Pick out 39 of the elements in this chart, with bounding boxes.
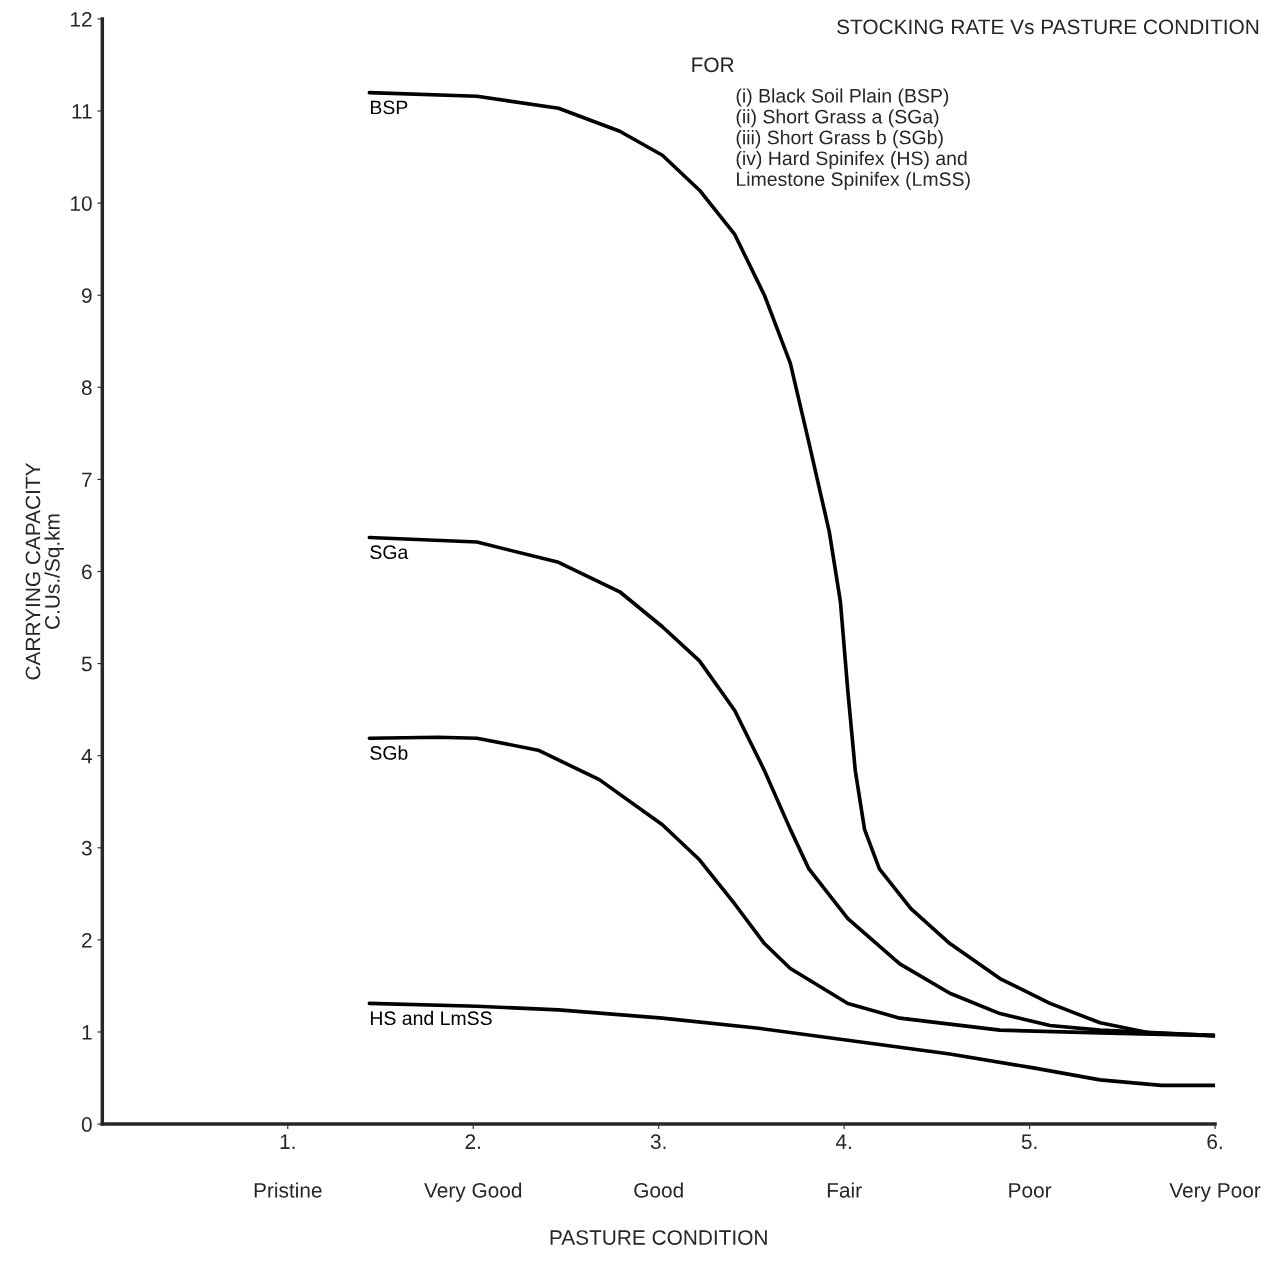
x-tick-label: 4.: [835, 1134, 851, 1149]
series-label: HS and LmSS: [370, 1010, 492, 1026]
y-axis-title: CARRYING CAPACITY C.Us./Sq.km: [25, 462, 64, 680]
annotation: (ii) Short Grass a (SGa): [736, 109, 939, 128]
text: Very Good: [424, 1182, 522, 1202]
line-series: [367, 1001, 1216, 1088]
y-tick-label: 12: [71, 11, 92, 27]
y-tick-label: 11: [72, 104, 92, 119]
x-tick-label: 5.: [1021, 1134, 1037, 1150]
y-tick-label: 0: [81, 1117, 92, 1132]
annotation: (iii) Short Grass b (SGb): [736, 130, 943, 149]
y-tick-label: 6: [82, 564, 92, 580]
y-tick-label: 10: [71, 196, 92, 211]
text: Very Poor: [1169, 1183, 1261, 1202]
x-tick-label: 1.: [280, 1134, 295, 1149]
text: Fair: [827, 1182, 862, 1198]
series-label: SGa: [370, 545, 409, 560]
y-tick-label: 1: [82, 1025, 92, 1040]
y-tick-label: 4: [81, 748, 92, 764]
annotation: (i) Black Soil Plain (BSP): [736, 88, 949, 107]
series-label: BSP: [370, 100, 408, 115]
chart-title: STOCKING RATE Vs PASTURE CONDITION: [837, 19, 1259, 35]
y-tick-label: 5: [81, 656, 92, 672]
annotation: Limestone Spinifex (LmSS): [737, 171, 970, 190]
y-tick-label: 7: [82, 472, 92, 487]
x-tick-label: 6.: [1207, 1134, 1222, 1150]
annotation: (iv) Hard Spinifex (HS) and: [736, 150, 967, 170]
y-tick-label: 9: [81, 288, 92, 303]
text: Pristine: [254, 1182, 322, 1198]
y-tick-label: 3: [81, 840, 92, 856]
text: Poor: [1009, 1183, 1052, 1198]
series-label: SGb: [370, 745, 408, 760]
x-axis-title: PASTURE CONDITION: [550, 1230, 767, 1245]
text: Good: [634, 1182, 683, 1198]
x-tick-label: 2.: [465, 1134, 481, 1149]
x-tick-label: 3.: [650, 1134, 666, 1150]
y-tick-label: 8: [81, 380, 92, 396]
y-tick-label: 2: [82, 932, 92, 948]
text: FOR: [692, 57, 734, 73]
